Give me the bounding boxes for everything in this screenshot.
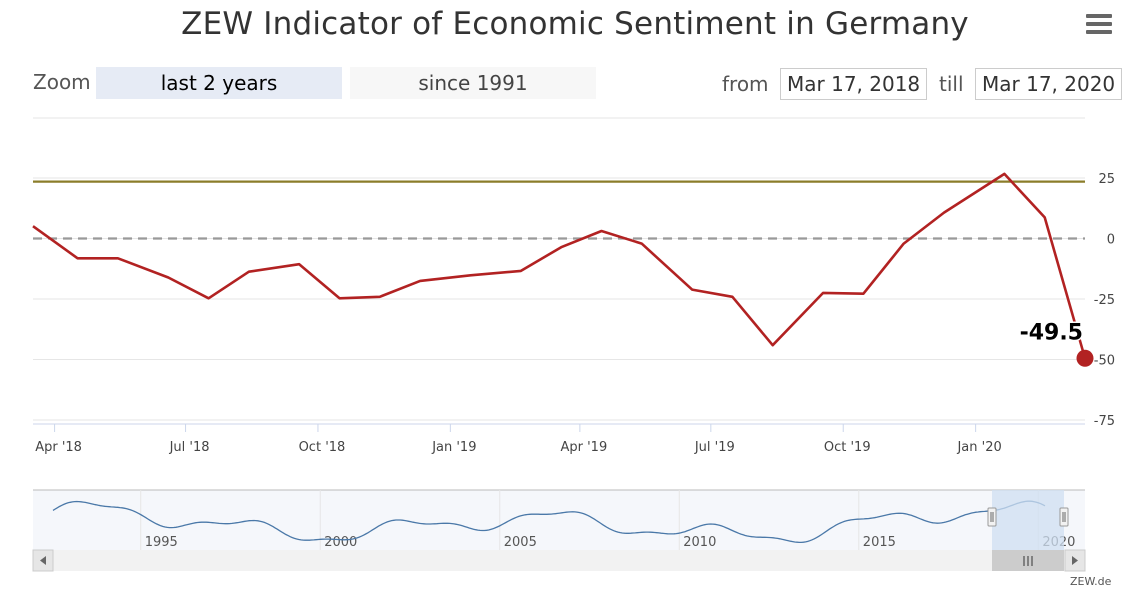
navigator-tick-label: 2005 (504, 535, 537, 550)
series-line: -49.5 (32, 172, 1094, 367)
y-axis-ticks: 25 0 -25 -50 -75 (1094, 172, 1115, 429)
y-tick-label: -75 (1094, 414, 1115, 429)
navigator-selection (992, 490, 1064, 550)
credit-text[interactable]: ZEW.de (1070, 575, 1112, 588)
x-tick-label: Apr '18 (35, 440, 82, 455)
navigator-series-line (52, 500, 1046, 544)
till-label: till (939, 72, 964, 96)
navigator-tick-label: 2015 (863, 535, 896, 550)
x-tick-label: Jul '18 (169, 440, 210, 455)
navigator-left-handle[interactable] (987, 507, 997, 527)
last-value-marker (1076, 349, 1094, 367)
chart-title: ZEW Indicator of Economic Sentiment in G… (181, 6, 969, 42)
y-tick-label: 0 (1107, 233, 1115, 248)
x-tick-label: Oct '18 (299, 440, 346, 455)
zoom-since-1991-button[interactable]: since 1991 (350, 67, 596, 99)
y-tick-label: -50 (1094, 354, 1115, 369)
arrow-right-icon (1072, 556, 1078, 565)
x-axis: Apr '18 Jul '18 Oct '18 Jan '19 Apr '19 Jul '… (33, 423, 1085, 455)
x-tick-label: Jan '19 (431, 440, 476, 455)
arrow-left-icon (40, 556, 46, 565)
scrollbar-track[interactable] (33, 550, 1085, 571)
till-date-input[interactable]: Mar 17, 2020 (975, 68, 1123, 100)
x-tick-label: Jul '19 (694, 440, 735, 455)
series-line-path (32, 172, 1087, 359)
navigator-right-handle[interactable] (1059, 507, 1069, 527)
navigator-tick-label: 2010 (683, 535, 716, 550)
last-value-label: -49.5 (1020, 320, 1083, 345)
zoom-last-2-years-button[interactable]: last 2 years (96, 67, 342, 99)
x-tick-label: Apr '19 (560, 440, 607, 455)
from-label: from (722, 72, 769, 96)
y-tick-label: 25 (1098, 172, 1115, 187)
grid-lines (33, 117, 1085, 421)
menu-icon[interactable] (1086, 14, 1112, 36)
x-tick-label: Jan '20 (956, 440, 1001, 455)
y-tick-label: -25 (1094, 293, 1115, 308)
navigator-tick-label: 2000 (324, 535, 357, 550)
navigator: 199520002005201020152020 (32, 489, 1086, 572)
navigator-background (33, 490, 1085, 550)
navigator-tick-label: 1995 (145, 535, 178, 550)
reference-lines (33, 180, 1085, 240)
zoom-label: Zoom (33, 70, 91, 94)
from-date-input[interactable]: Mar 17, 2018 (780, 68, 928, 100)
x-tick-label: Oct '19 (824, 440, 871, 455)
